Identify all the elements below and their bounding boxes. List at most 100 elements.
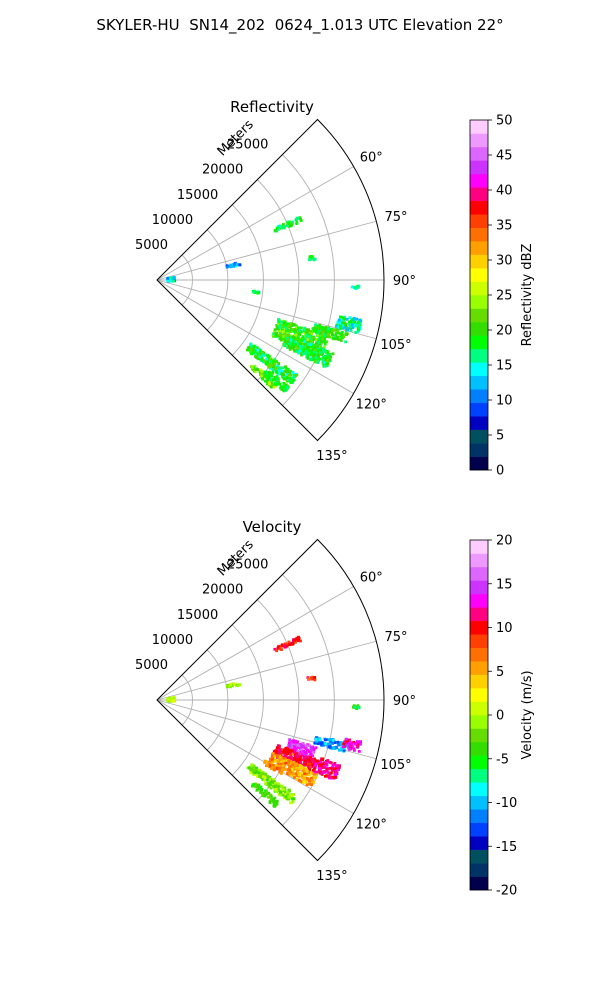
- echo-cell: [167, 698, 171, 702]
- echo-cell: [281, 325, 284, 329]
- echo-cell: [263, 775, 267, 779]
- colorbar-swatch: [470, 295, 488, 309]
- echo-cell: [337, 768, 340, 771]
- echo-cell: [273, 384, 277, 388]
- echo-cell: [356, 742, 360, 746]
- radial-tick-label: 25000: [227, 138, 268, 153]
- echo-cell: [331, 333, 334, 337]
- echo-cell: [260, 374, 264, 378]
- echo-cell: [302, 772, 306, 776]
- echo-cell: [355, 317, 359, 321]
- echo-cell: [292, 757, 296, 760]
- echo-cell: [172, 696, 176, 700]
- echo-cell: [275, 226, 279, 230]
- echo-cell: [270, 374, 273, 377]
- echo-cell: [263, 379, 267, 383]
- colorbar-swatch: [470, 160, 488, 175]
- echo-cell: [313, 759, 317, 763]
- colorbar-swatch: [470, 566, 488, 581]
- echo-cell: [312, 354, 316, 358]
- echo-cell: [320, 348, 324, 351]
- echo-cell: [305, 771, 309, 775]
- colorbar-swatch: [470, 200, 488, 215]
- echo-cell: [314, 323, 317, 327]
- echo-cell: [253, 352, 257, 355]
- echo-cell: [283, 377, 286, 381]
- echo-cell: [317, 766, 321, 770]
- echo-cell: [284, 642, 288, 646]
- echo-cell: [229, 263, 233, 267]
- angle-tick-label: 135°: [316, 869, 347, 884]
- echo-cell: [272, 381, 276, 385]
- colorbar-swatch: [470, 715, 488, 729]
- angle-tick-label: 90°: [393, 694, 416, 709]
- echo-cell: [275, 649, 278, 653]
- echo-cell: [316, 345, 319, 349]
- echo-cell: [341, 745, 345, 749]
- echo-cell: [266, 375, 269, 379]
- echo-cell: [299, 754, 303, 758]
- echo-cell: [292, 759, 295, 762]
- echo-cell: [290, 768, 294, 772]
- echo-cell: [289, 752, 293, 756]
- echo-cell: [342, 321, 346, 325]
- echo-cell: [300, 338, 303, 342]
- echo-cell: [278, 325, 281, 329]
- echo-cell: [265, 760, 269, 763]
- echo-cell: [312, 780, 316, 784]
- echo-cell: [280, 643, 284, 647]
- colorbar-swatch: [470, 647, 488, 662]
- echo-cell: [354, 331, 358, 334]
- echo-cell: [302, 776, 306, 780]
- radial-tick-label: 20000: [202, 583, 243, 598]
- echo-cell: [271, 797, 275, 801]
- echo-cell: [276, 762, 280, 766]
- echo-cell: [280, 385, 283, 389]
- echo-cell: [263, 779, 267, 782]
- echo-cell: [278, 754, 281, 758]
- echo-cell: [250, 350, 253, 354]
- echo-cell: [305, 332, 309, 335]
- echo-cell: [296, 743, 300, 747]
- echo-cell: [357, 706, 361, 710]
- echo-cell: [356, 327, 360, 331]
- echo-cell: [271, 764, 275, 767]
- echo-cell: [292, 638, 296, 642]
- echo-cell: [297, 333, 301, 336]
- echo-cell: [300, 336, 304, 340]
- echo-cell: [282, 389, 286, 393]
- echo-cell: [354, 286, 358, 289]
- echo-cell: [319, 351, 322, 355]
- echo-cell: [292, 742, 296, 746]
- polar-panel-reflectivity: Reflectivity500010000150002000025000Mete…: [135, 98, 535, 479]
- echo-cell: [352, 740, 356, 744]
- echo-cell: [343, 326, 347, 329]
- echo-cell: [288, 794, 292, 797]
- echo-cell: [280, 784, 284, 788]
- echo-cell: [256, 353, 260, 357]
- echo-cell: [274, 332, 278, 336]
- colorbar-tick-label: 35: [496, 219, 513, 234]
- echo-cell: [306, 338, 310, 341]
- echo-cell: [311, 759, 315, 763]
- echo-cell: [251, 763, 254, 767]
- echo-cell: [250, 366, 254, 369]
- angular-grid-line: [156, 279, 377, 340]
- echo-cell: [321, 758, 324, 762]
- radial-tick-label: 5000: [135, 238, 168, 253]
- echo-cell: [304, 780, 308, 784]
- echo-cell: [309, 770, 313, 774]
- echo-cell: [290, 797, 294, 801]
- echo-cell: [301, 770, 305, 774]
- echo-cell: [284, 791, 288, 794]
- echo-cell: [287, 788, 291, 792]
- echo-cell: [277, 228, 280, 231]
- echo-cell: [295, 324, 298, 328]
- echo-cell: [250, 352, 253, 356]
- echo-cell: [269, 780, 273, 784]
- echo-cell: [272, 362, 275, 366]
- echo-cell: [337, 331, 341, 335]
- echo-cell: [330, 766, 334, 769]
- echo-cell: [358, 318, 362, 322]
- echo-cell: [330, 747, 334, 750]
